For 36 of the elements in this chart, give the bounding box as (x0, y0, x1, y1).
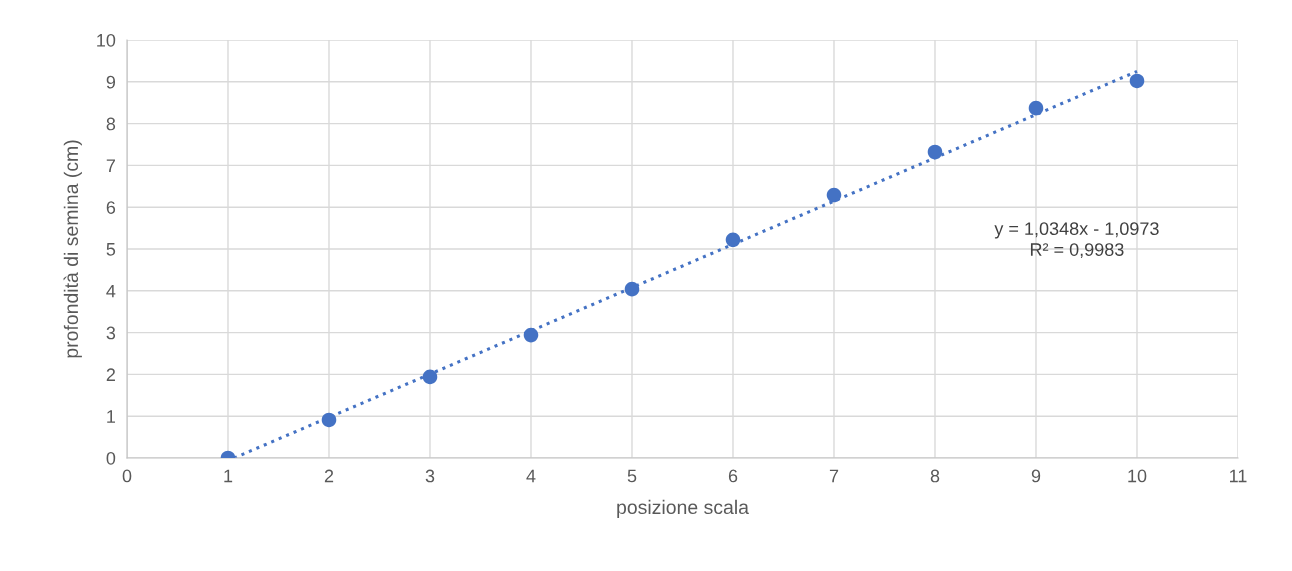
x-tick-label: 1 (224, 469, 233, 483)
x-tick-label: 11 (1230, 469, 1247, 483)
point (321, 412, 337, 428)
y-tick-label: 2 (106, 368, 115, 381)
point (927, 144, 943, 160)
y-axis-title: profondità di semina (cm) (63, 140, 82, 358)
x-tick-label: 2 (324, 469, 334, 483)
y-tick-label: 6 (106, 201, 116, 214)
x-tick-label: 6 (728, 469, 738, 483)
y-tick-label: 0 (106, 451, 116, 465)
point (826, 187, 842, 203)
x-tick-label: 0 (122, 469, 132, 483)
point (1129, 73, 1145, 89)
y-tick-label: 5 (106, 243, 116, 256)
y-tick-label: 3 (106, 326, 116, 340)
y-tick-label: 10 (97, 33, 116, 47)
x-tick-label: 9 (1031, 469, 1041, 483)
y-tick-label: 7 (106, 159, 115, 172)
x-tick-label: 3 (425, 469, 435, 483)
y-tick-label: 9 (106, 75, 116, 89)
annotation: R² = 0,9983 (1030, 243, 1124, 259)
point (523, 327, 539, 343)
y-tick-label: 4 (106, 284, 116, 298)
x-axis-title: posizione scala (617, 499, 749, 518)
annotation: y = 1,0348x - 1,0973 (994, 222, 1159, 239)
x-tick-label: 5 (627, 469, 637, 483)
x-tick-label: 7 (829, 469, 839, 483)
point (1028, 100, 1044, 116)
x-tick-label: 4 (526, 469, 536, 483)
y-tick-label: 8 (106, 117, 116, 131)
point (422, 369, 438, 385)
point (725, 232, 741, 248)
point (624, 281, 640, 297)
y-tick-label: 1 (107, 410, 116, 423)
x-tick-label: 8 (930, 469, 940, 483)
x-tick-label: 10 (1128, 469, 1147, 483)
